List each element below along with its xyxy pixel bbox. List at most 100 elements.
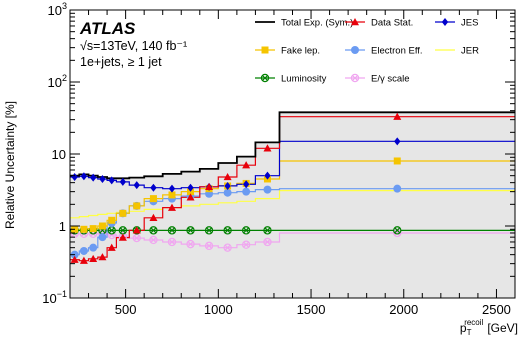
data-point-electron-eff	[223, 188, 232, 197]
legend-label: E/γ scale	[371, 74, 410, 85]
marker-ring	[263, 226, 272, 235]
data-point-data-stat	[89, 254, 98, 263]
data-point-fake-lep	[108, 216, 116, 224]
data-point-luminosity	[241, 226, 251, 235]
data-point-e-scale	[204, 241, 214, 251]
x-tick-label: 1500	[297, 302, 326, 317]
legend-swatch-marker	[260, 73, 270, 83]
data-point-data-stat	[107, 243, 116, 251]
channel-label: 1e+jets, ≥ 1 jet	[80, 55, 162, 69]
data-point-fake-lep	[149, 195, 157, 203]
marker-cross	[352, 75, 358, 81]
data-point-data-stat	[149, 213, 158, 221]
marker-ring	[204, 241, 214, 251]
data-point-jes	[168, 184, 176, 193]
data-point-electron-eff	[98, 233, 107, 242]
marker-cross	[133, 235, 140, 241]
data-point-jes	[89, 173, 97, 182]
marker-ring	[350, 73, 360, 83]
legend-swatch-marker	[441, 18, 449, 26]
data-point-data-stat	[79, 256, 88, 264]
legend-swatch-marker	[350, 73, 360, 83]
legend: Total Exp. (Sym.) Data Stat. JES Fake lep. E…	[255, 18, 479, 85]
data-point-electron-eff	[79, 246, 88, 255]
legend-label: JES	[461, 18, 478, 29]
legend-entry: Luminosity	[255, 74, 327, 85]
marker-cross	[264, 227, 271, 234]
data-point-e-scale	[241, 240, 251, 249]
data-point-e-scale	[167, 237, 177, 247]
marker-cross	[264, 239, 271, 245]
y-tick-label: 103	[48, 1, 67, 18]
series-line-jer	[70, 190, 515, 219]
data-point-jes	[187, 183, 194, 192]
data-point-luminosity	[149, 226, 158, 235]
legend-entry: Electron Eff.	[345, 46, 423, 57]
data-point-electron-eff	[89, 243, 98, 252]
data-point-data-stat	[70, 255, 79, 263]
marker-cross	[262, 75, 268, 81]
legend-label: Data Stat.	[371, 18, 413, 29]
x-tick-label: 2000	[389, 302, 418, 317]
experiment-label: ATLAS	[79, 19, 136, 38]
legend-entry: JES	[435, 18, 478, 29]
marker-cross	[150, 227, 157, 234]
x-tick-label: 1000	[204, 302, 233, 317]
data-point-fake-lep	[133, 202, 141, 210]
data-point-jes	[264, 171, 271, 180]
marker-cross	[224, 244, 231, 251]
marker-ring	[223, 226, 232, 235]
data-point-jes	[119, 177, 127, 186]
data-point-luminosity	[204, 226, 214, 235]
data-point-jes	[80, 172, 88, 181]
data-point-data-stat	[242, 161, 251, 169]
total-uncertainty-band	[70, 112, 515, 298]
total-band	[70, 112, 515, 298]
energy-lumi-label: √s=13TeV, 140 fb⁻¹	[80, 39, 187, 53]
y-tick-label: 10	[52, 147, 66, 162]
data-point-fake-lep	[89, 225, 97, 233]
marker-ring	[241, 240, 251, 249]
marker-cross	[243, 227, 250, 234]
y-tick-label: 102	[48, 73, 67, 90]
data-point-electron-eff	[393, 184, 402, 193]
legend-entry: Fake lep.	[255, 46, 320, 57]
series-markers	[70, 112, 402, 264]
data-point-luminosity	[223, 226, 232, 235]
data-point-luminosity	[167, 226, 177, 235]
marker-cross	[108, 227, 115, 234]
marker-cross	[224, 227, 231, 234]
data-point-fake-lep	[80, 225, 88, 233]
marker-cross	[206, 242, 212, 249]
marker-ring	[393, 228, 402, 238]
data-point-electron-eff	[242, 187, 251, 196]
legend-entry: JER	[435, 46, 479, 57]
x-tick-label: 500	[115, 302, 137, 317]
marker-ring	[204, 226, 214, 235]
legend-entry: Total Exp. (Sym.)	[255, 18, 353, 29]
data-point-jes	[224, 181, 231, 190]
legend-entry: Data Stat.	[345, 18, 413, 29]
data-point-electron-eff	[263, 185, 272, 194]
legend-label: JER	[461, 46, 479, 57]
marker-cross	[243, 241, 250, 248]
marker-cross	[150, 237, 157, 243]
data-point-fake-lep	[119, 209, 127, 217]
data-point-e-scale	[223, 243, 232, 252]
legend-label: Total Exp. (Sym.)	[281, 18, 353, 29]
data-point-data-stat	[98, 253, 107, 261]
data-point-jes	[242, 180, 250, 189]
legend-label: Luminosity	[281, 74, 327, 85]
marker-cross	[169, 239, 175, 245]
data-point-data-stat	[118, 233, 127, 241]
marker-ring	[223, 243, 232, 252]
legend-label: Electron Eff.	[371, 46, 423, 57]
marker-ring	[393, 226, 402, 235]
data-point-data-stat	[186, 193, 195, 201]
data-point-luminosity	[186, 226, 195, 235]
x-tick-label: 2500	[482, 302, 511, 317]
data-point-luminosity	[263, 226, 272, 235]
data-point-jes	[150, 183, 157, 192]
x-axis-title: pTrecoil [GeV]	[460, 318, 518, 337]
